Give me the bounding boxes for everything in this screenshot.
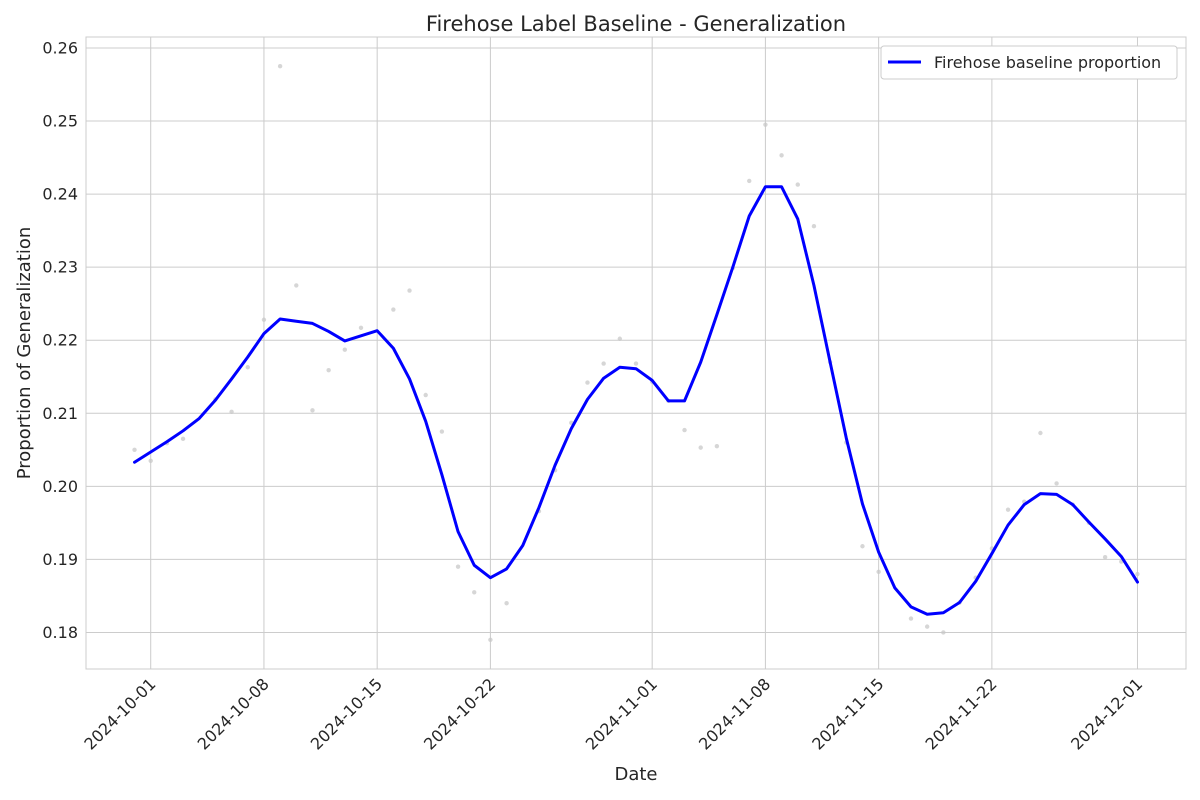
scatter-point — [1005, 507, 1011, 512]
scatter-point — [358, 325, 364, 330]
scatter-point — [811, 224, 817, 229]
scatter-point — [908, 616, 914, 621]
scatter-point — [876, 569, 881, 575]
scatter-point — [860, 544, 865, 549]
scatter-point — [941, 630, 946, 635]
plot-area — [86, 37, 1186, 669]
scatter-point — [245, 365, 250, 370]
y-tick-label: 0.19 — [42, 550, 78, 569]
scatter-point — [1054, 481, 1059, 486]
scatter-point — [180, 436, 186, 442]
scatter-point — [714, 443, 720, 449]
scatter-point — [1038, 430, 1043, 436]
line-series — [133, 185, 1139, 616]
scatter-point — [1135, 571, 1140, 577]
scatter-point — [617, 336, 623, 341]
scatter-point — [439, 429, 445, 434]
y-axis-label: Proportion of Generalization — [14, 227, 35, 480]
scatter-point — [294, 283, 299, 288]
y-tick-label: 0.25 — [42, 112, 78, 131]
series-line — [133, 185, 1139, 616]
y-tick-label: 0.18 — [42, 623, 78, 642]
grid — [85, 36, 1187, 670]
scatter-point — [455, 564, 461, 569]
scatter-point — [504, 601, 509, 606]
scatter-point — [585, 380, 590, 385]
y-tick-label: 0.20 — [42, 477, 78, 496]
scatter-point — [795, 182, 800, 187]
scatter-point — [779, 153, 784, 158]
scatter-point — [747, 178, 752, 184]
x-axis-label: Date — [614, 764, 657, 785]
legend-box — [880, 45, 1178, 80]
scatter-point — [601, 361, 606, 366]
y-tick-label: 0.22 — [42, 331, 78, 350]
scatter-point — [472, 590, 477, 595]
scatter-point — [763, 122, 768, 127]
scatter-point — [148, 458, 153, 463]
scatter-point — [1102, 555, 1108, 560]
scatter-point — [391, 307, 396, 312]
y-tick-label: 0.21 — [42, 404, 78, 423]
scatter-point — [488, 637, 493, 642]
scatter-point — [633, 361, 639, 366]
legend: Firehose baseline proportion — [880, 45, 1178, 80]
scatter-point — [423, 392, 428, 398]
scatter-point — [342, 347, 348, 352]
y-tick-label: 0.24 — [42, 185, 78, 204]
y-tick-label: 0.26 — [42, 38, 78, 57]
scatter-point — [407, 288, 412, 293]
scatter-point — [229, 409, 234, 415]
scatter-point — [682, 427, 687, 433]
chart-title: Firehose Label Baseline - Generalization — [426, 12, 846, 36]
scatter-point — [310, 408, 315, 413]
scatter-point — [277, 64, 283, 69]
scatter-point — [261, 317, 267, 322]
scatter-point — [698, 445, 703, 450]
y-tick-label: 0.23 — [42, 258, 78, 277]
y-tick-labels: 0.18 0.19 0.20 0.21 0.22 0.23 0.24 0.25 0.26 — [42, 38, 78, 642]
plot-frame — [85, 36, 1187, 670]
scatter-point — [924, 624, 930, 629]
scatter-point — [326, 367, 331, 373]
legend-label: Firehose baseline proportion — [934, 53, 1161, 72]
scatter-point — [132, 447, 137, 453]
